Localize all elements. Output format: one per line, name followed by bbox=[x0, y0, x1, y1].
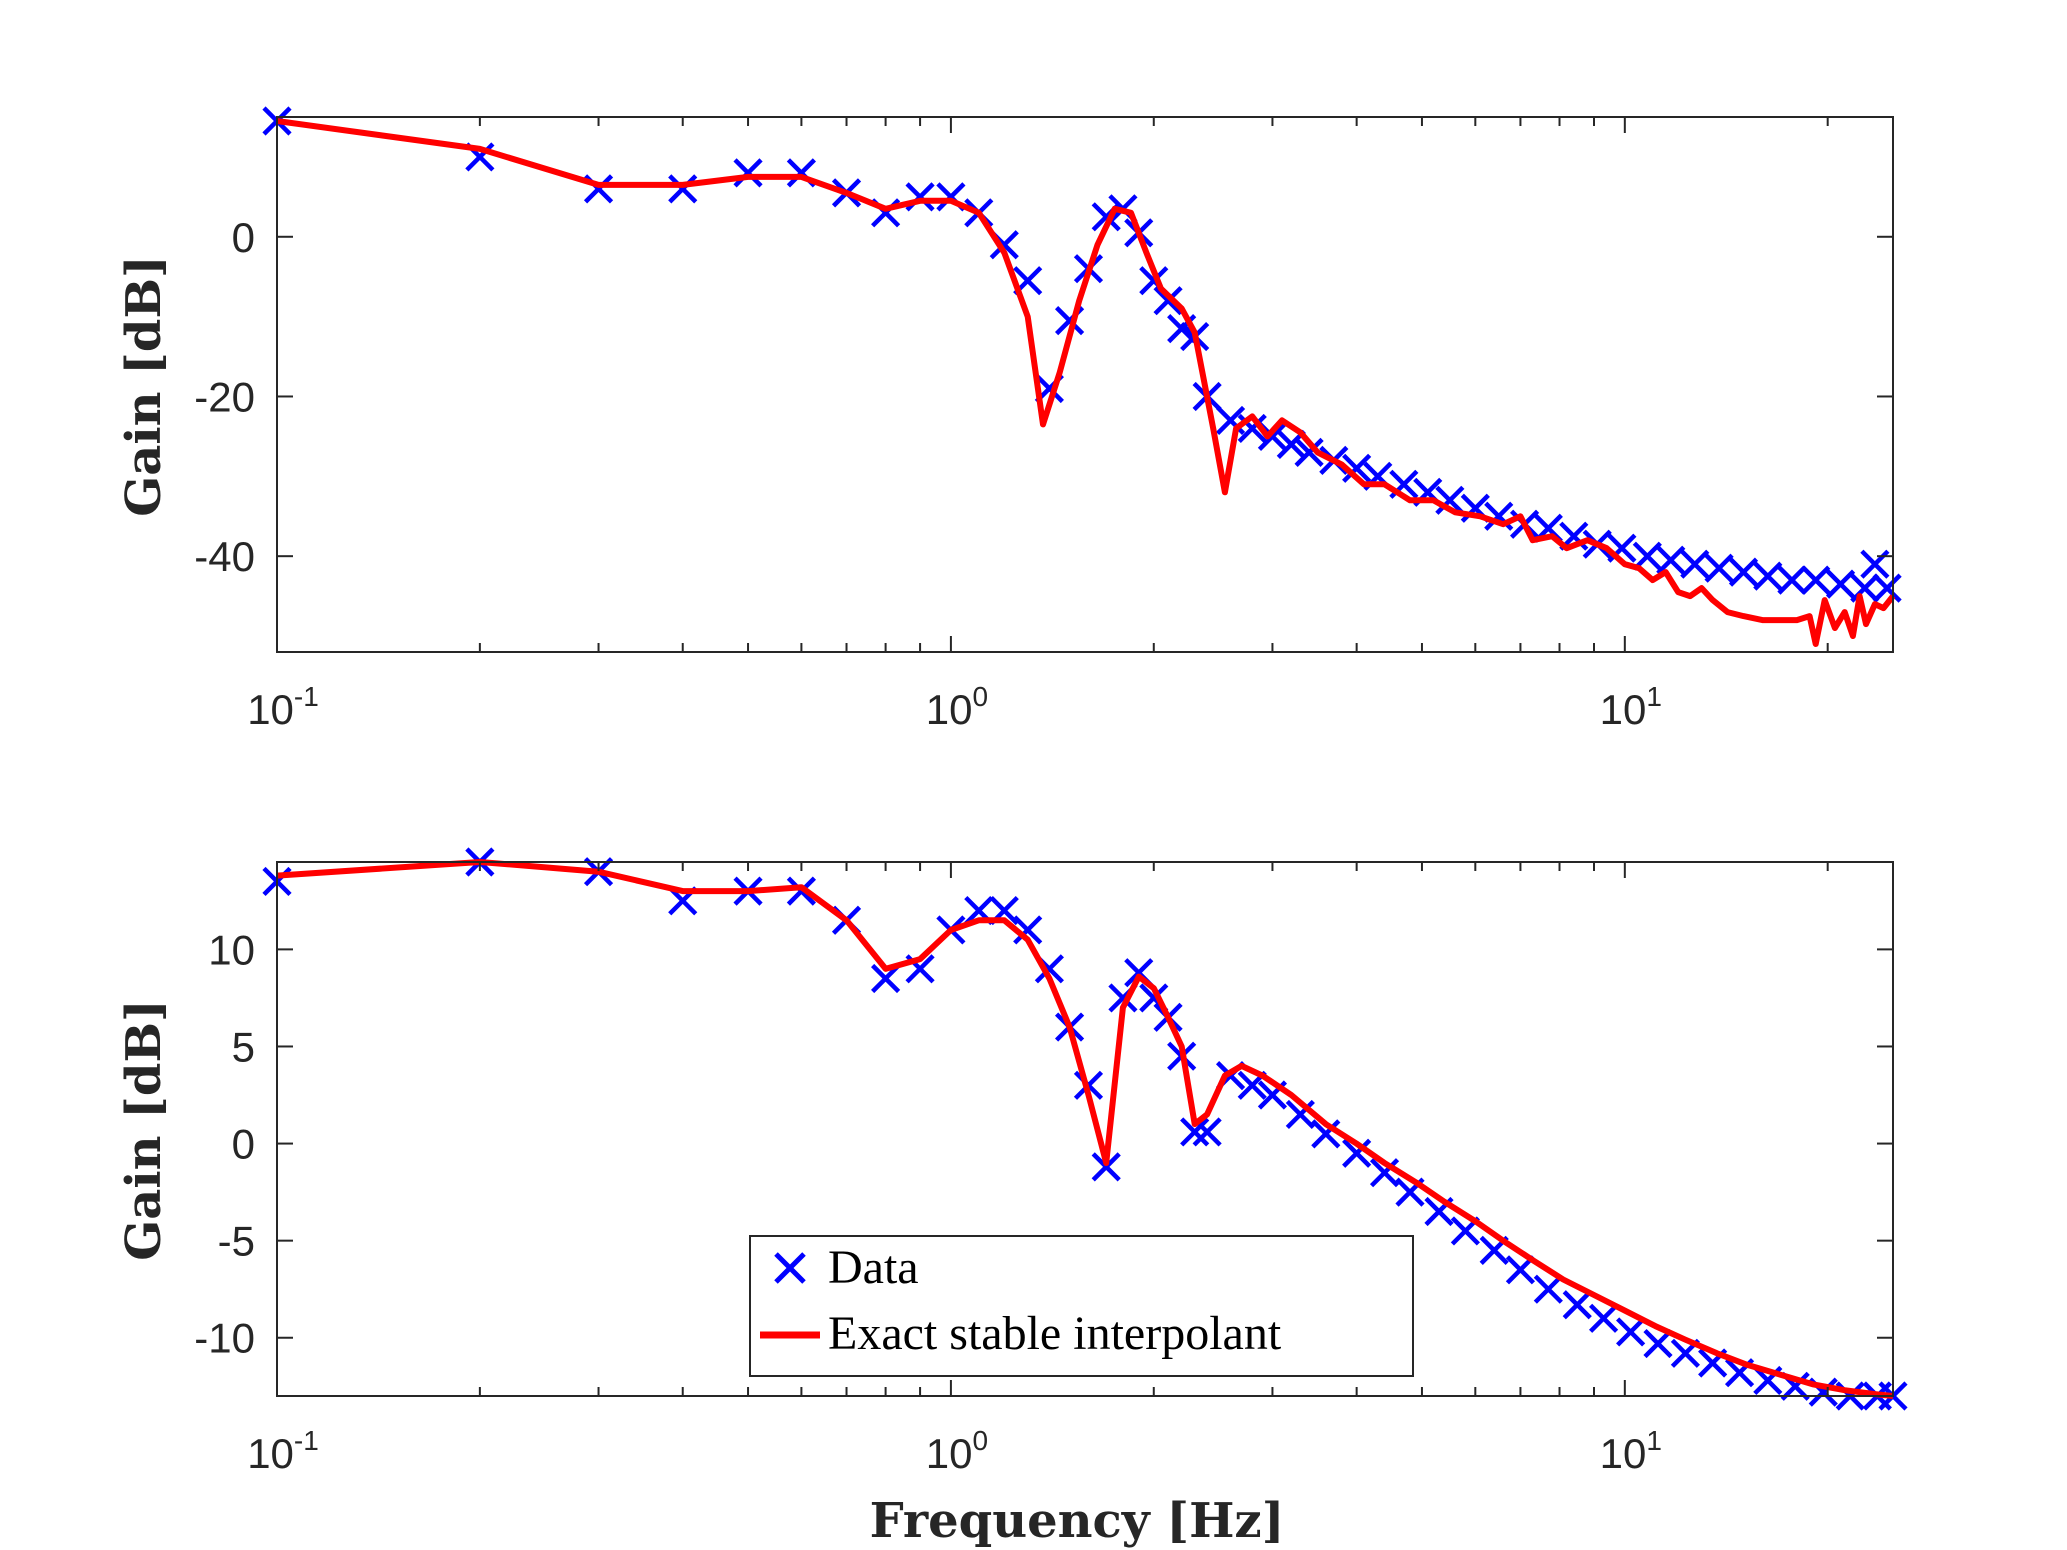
bottom-panel-data-marker bbox=[1588, 1303, 1619, 1333]
bottom-panel-xtick-label: 101 bbox=[1600, 1425, 1662, 1477]
top-panel-xtick-label: 10-1 bbox=[247, 681, 319, 733]
bottom-panel-data-marker bbox=[1643, 1328, 1673, 1359]
top-panel-axes-layer: 0 -20 -40 10-1 100 101 bbox=[194, 116, 1894, 733]
top-panel-data-marker bbox=[1656, 545, 1686, 575]
bottom-panel-data-marker bbox=[786, 876, 816, 906]
bottom-panel-xlabel: Frequency [Hz] bbox=[870, 1493, 1285, 1549]
bottom-panel-ytick-label: 0 bbox=[232, 1121, 255, 1168]
bottom-panel-data-marker bbox=[1180, 1117, 1210, 1147]
top-panel-xtick-label: 101 bbox=[1600, 681, 1662, 733]
bottom-panel-data-marker bbox=[1369, 1158, 1400, 1188]
top-panel-ytick-label: -20 bbox=[194, 373, 255, 420]
bottom-panel-axes-layer: 10 5 0 -5 -10 10-1 100 101 bbox=[194, 861, 1894, 1477]
top-panel-ytick-label: -40 bbox=[194, 533, 255, 580]
bottom-panel-ytick-label: -10 bbox=[194, 1315, 255, 1362]
top-panel-fit-line bbox=[276, 118, 1896, 647]
top-panel-data-marker bbox=[733, 158, 763, 188]
top-panel: 0 -20 -40 10-1 100 101 Gain [dB] bbox=[116, 106, 1902, 733]
legend-data-label: Data bbox=[828, 1241, 919, 1294]
bottom-panel-data-marker bbox=[1091, 1152, 1121, 1182]
bottom-panel-data-marker bbox=[1311, 1119, 1341, 1149]
bottom-panel-ytick-label: 10 bbox=[208, 926, 255, 973]
bottom-panel-data-marker bbox=[1533, 1274, 1563, 1304]
bottom-panel-fit-line bbox=[276, 859, 1894, 1399]
legend-data-icon bbox=[774, 1252, 806, 1284]
bottom-panel-data-marker bbox=[871, 963, 901, 994]
legend: Data Exact stable interpolant bbox=[749, 1235, 1414, 1377]
top-panel-data-marker bbox=[1294, 437, 1324, 467]
bottom-panel-ytick-label: 5 bbox=[232, 1023, 255, 1070]
top-panel-data-marker bbox=[1704, 553, 1734, 583]
bottom-panel-ylabel: Gain [dB] bbox=[116, 999, 172, 1261]
top-panel-data-marker bbox=[1777, 565, 1807, 595]
bottom-panel-data-marker bbox=[1616, 1317, 1646, 1347]
top-panel-data-marker bbox=[1753, 561, 1783, 591]
top-panel-axes-box bbox=[276, 116, 1894, 653]
top-panel-data-marker bbox=[1680, 549, 1710, 579]
bottom-panel: 10 5 0 -5 -10 10-1 100 101 Gain [dB] Frequency … bbox=[116, 847, 1908, 1549]
top-panel-data-marker bbox=[668, 174, 698, 204]
top-panel-data-marker bbox=[1728, 557, 1759, 587]
top-panel-data-marker bbox=[1850, 573, 1880, 603]
bottom-panel-data-marker bbox=[1342, 1138, 1372, 1168]
bottom-panel-xtick-label: 10-1 bbox=[247, 1425, 319, 1477]
legend-box bbox=[749, 1235, 1414, 1377]
top-panel-data-marker bbox=[1435, 485, 1465, 515]
top-panel-data-marker bbox=[1632, 541, 1662, 571]
top-panel-data-marker bbox=[1872, 573, 1902, 603]
top-panel-data-marker bbox=[1801, 565, 1831, 595]
bottom-panel-data-marker bbox=[1562, 1290, 1592, 1320]
top-panel-ylabel: Gain [dB] bbox=[116, 255, 172, 517]
top-panel-fit-layer bbox=[276, 118, 1896, 647]
top-panel-data-marker bbox=[1825, 569, 1856, 599]
top-panel-data-marker bbox=[1342, 453, 1372, 483]
bottom-panel-fit-layer bbox=[276, 859, 1894, 1399]
top-panel-xtick-label: 100 bbox=[926, 681, 988, 733]
top-panel-data-marker bbox=[1153, 286, 1183, 316]
top-panel-ytick-label: 0 bbox=[232, 214, 255, 261]
bottom-panel-xtick-label: 100 bbox=[926, 1425, 988, 1477]
bottom-panel-axes-box bbox=[276, 861, 1894, 1397]
bottom-panel-data-marker bbox=[1285, 1099, 1315, 1130]
bottom-panel-data-marker bbox=[1013, 915, 1043, 945]
bottom-panel-ytick-label: -5 bbox=[218, 1218, 255, 1265]
legend-fit-label: Exact stable interpolant bbox=[828, 1307, 1282, 1360]
